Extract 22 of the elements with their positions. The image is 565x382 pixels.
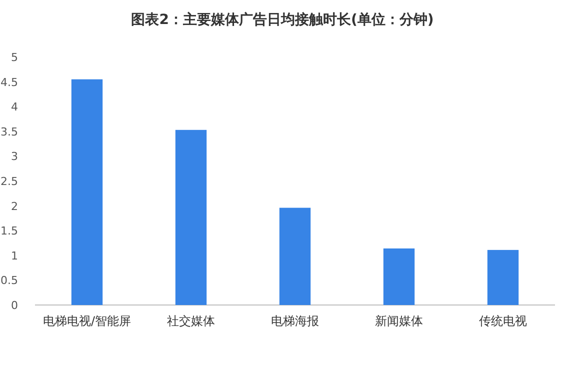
x-tick-label: 新闻媒体 [375, 314, 423, 328]
y-tick-label: 4.5 [0, 76, 18, 89]
y-tick-label: 1.5 [0, 224, 18, 238]
bar [487, 250, 519, 305]
x-tick-label: 传统电视 [479, 314, 527, 328]
y-tick-label: 5 [11, 51, 18, 64]
y-tick-label: 0 [11, 299, 18, 312]
y-tick-label: 2 [11, 200, 18, 213]
bar [279, 208, 311, 305]
x-tick-label: 电梯电视/智能屏 [42, 314, 132, 328]
y-tick-label: 1 [11, 249, 18, 262]
y-tick-label: 3 [11, 150, 18, 164]
y-tick-label: 0.5 [0, 274, 18, 288]
bar [175, 130, 207, 305]
y-tick-label: 4 [11, 100, 18, 114]
x-tick-label: 电梯海报 [271, 314, 319, 328]
y-tick-label: 3.5 [0, 125, 18, 138]
chart-title: 图表2：主要媒体广告日均接触时长(单位：分钟) [131, 11, 434, 28]
x-tick-label: 社交媒体 [167, 314, 215, 328]
bar [71, 79, 103, 305]
y-tick-label: 2.5 [0, 175, 18, 188]
bar [383, 248, 415, 305]
